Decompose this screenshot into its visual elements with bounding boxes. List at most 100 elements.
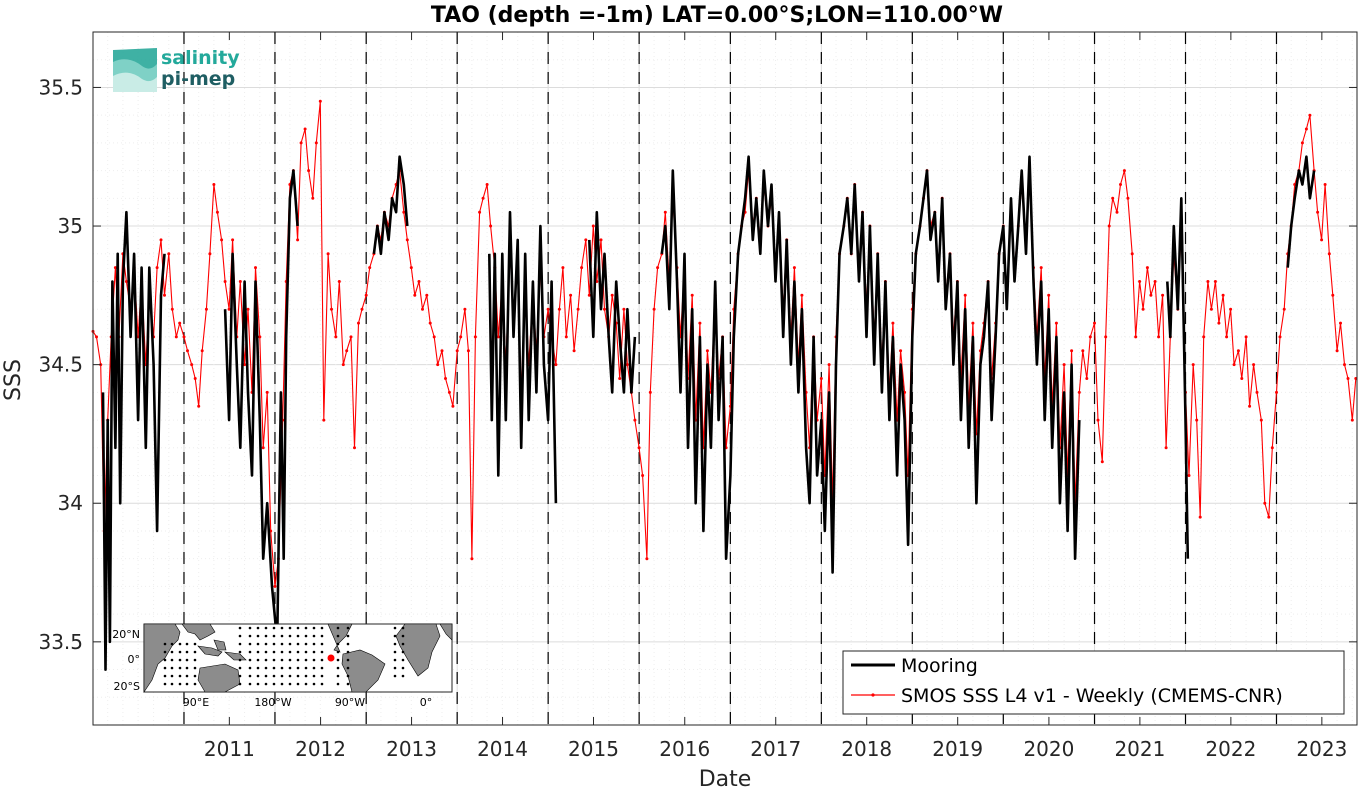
smos-point <box>1244 335 1248 339</box>
smos-point <box>1346 377 1350 380</box>
inset-buoy-dot <box>163 642 167 646</box>
smos-point <box>459 335 463 339</box>
inset-buoy-dot <box>346 626 350 630</box>
smos-point <box>197 404 201 408</box>
inset-buoy-dot <box>312 634 316 638</box>
inset-buoy-dot <box>320 658 324 662</box>
inset-buoy-dot <box>272 626 276 630</box>
smos-point <box>330 307 333 311</box>
salinity-pimep-logo: salinity pi-mep <box>113 47 240 92</box>
smos-point <box>645 557 649 561</box>
smos-point <box>466 349 470 353</box>
inset-buoy-dot <box>170 658 174 662</box>
inset-buoy-dot <box>178 650 182 654</box>
inset-buoy-dot <box>288 650 292 654</box>
smos-point <box>1134 335 1138 339</box>
y-tick-label: 35.5 <box>38 75 83 99</box>
smos-point <box>1198 515 1202 519</box>
inset-buoy-dot <box>280 666 284 670</box>
smos-point <box>1323 183 1327 186</box>
smos-point <box>1195 418 1199 422</box>
smos-point <box>200 349 204 353</box>
smos-point <box>243 363 247 367</box>
inset-lon-180w: 180°W <box>254 696 291 709</box>
inset-buoy-dot <box>185 682 189 686</box>
smos-point <box>1187 474 1191 477</box>
smos-point <box>637 446 641 450</box>
inset-buoy-dot <box>296 666 300 670</box>
smos-point <box>1308 113 1312 117</box>
smos-point <box>1191 363 1195 367</box>
inset-buoy-dot <box>336 658 340 662</box>
smos-point <box>561 266 565 270</box>
smos-point <box>314 141 318 145</box>
inset-buoy-dot <box>304 666 308 670</box>
chart-title: TAO (depth =-1m) LAT=0.00°S;LON=110.00°W <box>431 3 1003 28</box>
inset-buoy-dot <box>256 650 260 654</box>
inset-buoy-dot <box>193 658 197 662</box>
smos-point <box>557 307 561 311</box>
smos-point <box>576 307 580 311</box>
smos-point <box>648 390 652 394</box>
smos-point <box>1248 404 1252 408</box>
smos-point <box>113 266 117 270</box>
inset-buoy-dot <box>178 642 182 646</box>
inset-buoy-dot <box>346 674 350 678</box>
inset-buoy-dot <box>401 626 405 630</box>
smos-point <box>610 293 614 297</box>
inset-buoy-dot <box>296 650 300 654</box>
inset-buoy-dot <box>193 650 197 654</box>
inset-buoy-dot <box>185 642 189 646</box>
smos-point <box>1320 238 1324 242</box>
smos-point <box>231 238 235 242</box>
smos-point <box>496 335 500 339</box>
inset-buoy-dot <box>256 666 260 670</box>
smos-point <box>1100 460 1104 464</box>
smos-point <box>698 321 702 325</box>
logo-line2: pi-mep <box>161 68 235 90</box>
inset-buoy-dot <box>248 634 252 638</box>
smos-point <box>227 307 231 311</box>
smos-point <box>190 363 194 367</box>
smos-point <box>1145 266 1149 270</box>
smos-point <box>485 183 489 186</box>
smos-point <box>238 280 242 283</box>
smos-point <box>409 266 413 270</box>
logo-line1: salinity <box>161 47 240 69</box>
inset-buoy-dot <box>248 650 252 654</box>
inset-buoy-dot <box>320 626 324 630</box>
smos-point <box>1240 377 1244 380</box>
smos-point <box>1161 293 1165 297</box>
smos-point <box>1202 335 1206 339</box>
inset-lat-20n: 20°N <box>112 628 140 641</box>
inset-buoy-dot <box>288 666 292 670</box>
smos-point <box>1282 307 1286 311</box>
smos-point <box>599 238 603 242</box>
smos-point <box>1217 321 1221 325</box>
smos-point <box>1278 335 1282 339</box>
inset-buoy-dot <box>238 682 242 686</box>
inset-buoy-dot <box>312 666 316 670</box>
smos-point <box>1331 293 1335 297</box>
smos-point <box>167 252 171 256</box>
smos-point <box>899 349 903 353</box>
inset-buoy-dot <box>401 666 405 670</box>
mooring-line <box>101 210 166 671</box>
smos-point <box>572 349 576 353</box>
inset-buoy-dot <box>272 674 276 678</box>
smos-point <box>451 404 455 408</box>
smos-point <box>246 307 250 311</box>
inset-buoy-dot <box>238 634 242 638</box>
inset-buoy-dot <box>256 682 260 686</box>
smos-point <box>963 293 967 297</box>
smos-point <box>334 335 338 339</box>
inset-buoy-dot <box>248 642 252 646</box>
axes-box <box>92 31 1358 726</box>
smos-point <box>827 363 831 367</box>
inset-buoy-dot <box>320 682 324 686</box>
smos-point <box>1062 363 1066 367</box>
smos-point <box>569 293 573 297</box>
smos-point <box>273 584 277 588</box>
inset-buoy-dot <box>336 634 340 638</box>
smos-point <box>155 266 159 270</box>
